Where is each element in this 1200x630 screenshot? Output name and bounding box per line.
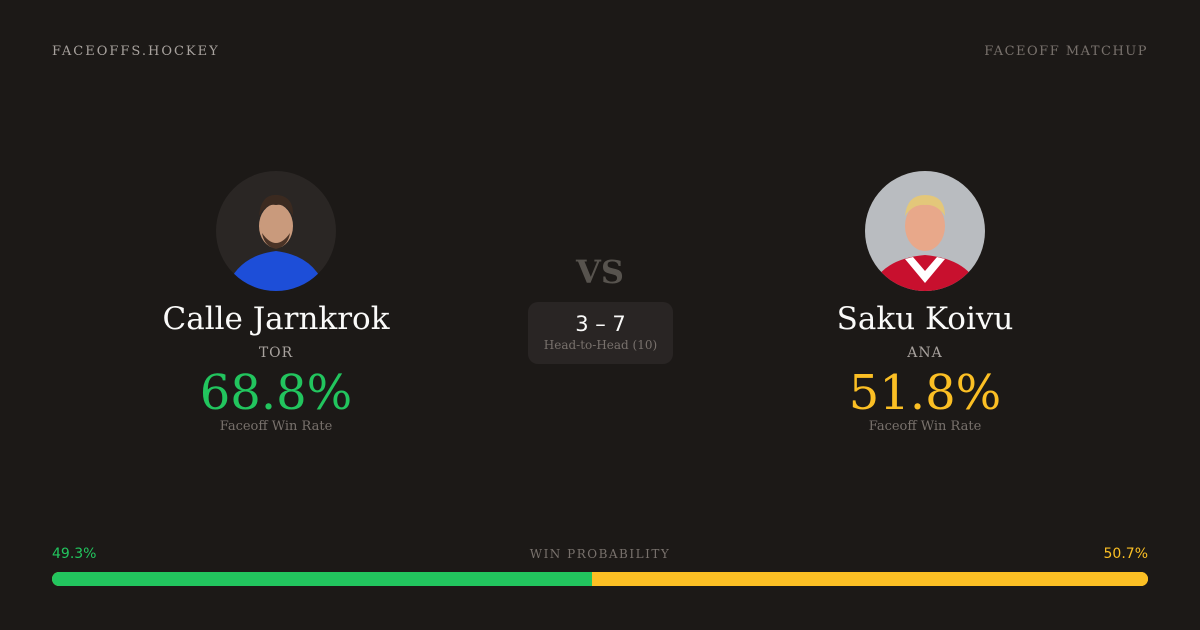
- win-probability-right: 50.7%: [1103, 546, 1148, 562]
- win-probability-bar: [52, 572, 1148, 586]
- player-right: Saku Koivu ANA 51.8% Faceoff Win Rate: [725, 171, 1125, 434]
- win-probability-bar-left: [52, 572, 593, 586]
- faceoff-win-rate: 68.8%: [199, 365, 353, 421]
- head-to-head-label: Head-to-Head (10): [543, 338, 658, 352]
- win-probability: 49.3% 50.7% WIN PROBABILITY: [52, 546, 1148, 586]
- win-probability-label: WIN PROBABILITY: [529, 547, 671, 561]
- head-to-head-card: 3 – 7 Head-to-Head (10): [528, 302, 673, 364]
- head-to-head-score: 3 – 7: [575, 312, 626, 336]
- player-photo: [865, 171, 985, 291]
- player-team: TOR: [258, 345, 294, 361]
- player-name: Saku Koivu: [836, 301, 1014, 337]
- player-team: ANA: [907, 345, 943, 361]
- faceoff-win-rate-label: Faceoff Win Rate: [219, 419, 333, 434]
- win-probability-left: 49.3%: [52, 546, 97, 562]
- player-left: Calle Jarnkrok TOR 68.8% Faceoff Win Rat…: [76, 171, 476, 434]
- vs-label: VS: [576, 253, 624, 291]
- player-name: Calle Jarnkrok: [162, 301, 390, 337]
- faceoff-win-rate-label: Faceoff Win Rate: [868, 419, 982, 434]
- page-tag: FACEOFF MATCHUP: [984, 44, 1148, 59]
- win-probability-bar-right: [592, 572, 1148, 586]
- brand-logo-text: FACEOFFS.HOCKEY: [52, 44, 220, 59]
- faceoff-win-rate: 51.8%: [848, 365, 1002, 421]
- player-photo: [216, 171, 336, 291]
